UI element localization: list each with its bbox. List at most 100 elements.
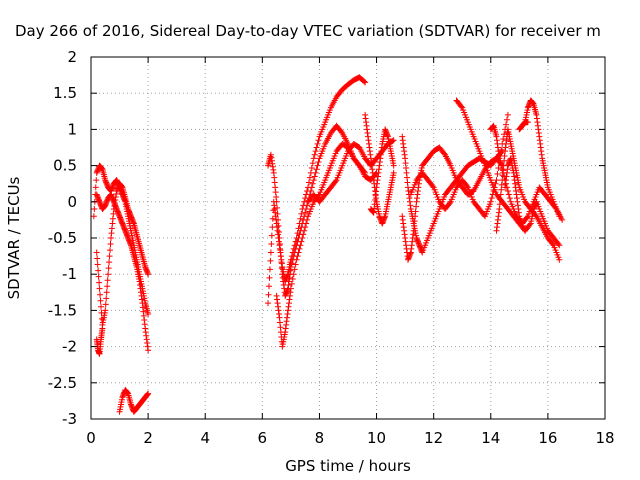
data-point — [313, 144, 320, 151]
data-point — [304, 202, 311, 209]
data-point — [96, 285, 103, 292]
y-tick-label: 0.5 — [53, 157, 77, 175]
data-point — [92, 184, 99, 191]
x-tick-label: 8 — [315, 429, 325, 447]
data-point — [523, 214, 530, 221]
data-point — [94, 255, 101, 262]
x-tick-label: 6 — [258, 429, 268, 447]
data-point — [93, 249, 100, 256]
data-point — [106, 253, 113, 260]
data-point — [296, 245, 303, 252]
data-point — [312, 169, 319, 176]
data-point — [526, 221, 533, 228]
axis-ticks — [90, 56, 606, 420]
data-point — [362, 79, 369, 86]
data-point — [103, 289, 110, 296]
data-point — [499, 166, 506, 173]
data-point — [102, 301, 109, 308]
data-point — [274, 204, 281, 211]
data-point — [275, 222, 282, 229]
data-point — [107, 241, 114, 248]
data-point — [500, 136, 507, 143]
data-point — [105, 265, 112, 272]
x-tick-label: 2 — [143, 429, 153, 447]
x-tick-labels: 0 2 4 6 8 10 12 14 16 18 — [86, 429, 614, 447]
y-tick-label: -2 — [62, 338, 77, 356]
series-C2 — [367, 126, 397, 216]
data-point — [309, 160, 316, 167]
data-point — [307, 187, 314, 194]
data-point — [310, 155, 317, 162]
series-F4 — [516, 119, 531, 133]
series-B3 — [273, 140, 380, 350]
data-point — [309, 180, 316, 187]
data-point — [288, 280, 295, 287]
data-point — [97, 291, 104, 298]
series-A3 — [93, 180, 152, 328]
data-point — [268, 232, 275, 239]
y-tick-label: 0 — [67, 193, 77, 211]
x-axis-label: GPS time / hours — [285, 457, 411, 475]
data-point — [107, 247, 114, 254]
data-point — [501, 173, 508, 180]
data-point — [265, 291, 272, 298]
data-point — [502, 177, 509, 184]
data-point — [498, 162, 505, 169]
data-point — [315, 137, 322, 144]
data-point — [552, 204, 559, 211]
data-point — [389, 137, 396, 144]
data-point — [265, 283, 272, 290]
data-point — [274, 210, 281, 217]
data-point — [446, 200, 453, 207]
data-point — [304, 216, 311, 223]
data-point — [287, 263, 294, 270]
data-point — [487, 198, 494, 205]
y-tick-label: -1 — [62, 265, 77, 283]
y-tick-label: 1 — [67, 120, 77, 138]
data-point — [292, 261, 299, 268]
data-point — [106, 259, 113, 266]
series-B1 — [265, 74, 369, 307]
data-point — [494, 171, 501, 178]
data-point — [145, 271, 152, 278]
data-point — [559, 216, 566, 223]
data-point — [505, 191, 512, 198]
data-point — [361, 78, 368, 85]
data-point — [355, 161, 362, 168]
data-point — [276, 235, 283, 241]
data-point — [275, 216, 282, 223]
y-tick-labels: -3 -2.5 -2 -1.5 -1 -0.5 0 0.5 1 1.5 2 — [48, 48, 77, 428]
data-point — [97, 297, 104, 304]
data-point — [294, 253, 301, 260]
data-point — [278, 259, 285, 266]
data-point — [504, 111, 511, 118]
data-point — [497, 158, 504, 165]
x-tick-label: 4 — [200, 429, 210, 447]
data-point — [295, 249, 302, 256]
data-point — [273, 198, 280, 205]
data-point — [504, 187, 511, 194]
y-tick-label: 2 — [67, 48, 77, 66]
y-tick-label: -2.5 — [48, 374, 77, 392]
series-D2 — [399, 144, 506, 263]
data-point — [496, 155, 503, 162]
data-point — [291, 266, 298, 273]
data-point — [299, 235, 306, 241]
data-point — [315, 158, 322, 165]
data-point — [310, 177, 317, 184]
data-point — [308, 184, 315, 191]
data-point — [532, 212, 539, 219]
x-tick-label: 14 — [481, 429, 500, 447]
data-point — [555, 241, 562, 248]
series-F3 — [522, 97, 563, 220]
data-point — [105, 271, 112, 278]
chart-title: Day 266 of 2016, Sidereal Day-to-day VTE… — [15, 22, 601, 40]
data-point — [102, 307, 109, 314]
data-point — [145, 311, 152, 318]
data-point — [302, 224, 309, 231]
data-point — [302, 209, 309, 216]
data-point — [96, 279, 103, 286]
data-point — [306, 174, 313, 181]
data-point — [104, 277, 111, 284]
series-B4 — [305, 137, 397, 205]
